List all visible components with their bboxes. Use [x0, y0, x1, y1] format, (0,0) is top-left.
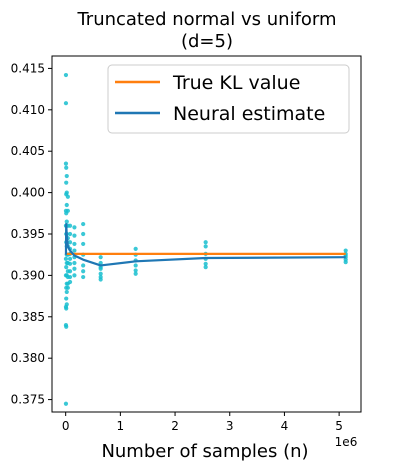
- scatter-point: [63, 401, 69, 406]
- scatter-point: [63, 256, 69, 261]
- scatter-point: [64, 180, 69, 185]
- scatter-point: [72, 260, 77, 266]
- scatter-point: [67, 231, 73, 237]
- scatter-point: [63, 101, 69, 106]
- scatter-point: [72, 266, 77, 271]
- scatter-point: [81, 274, 86, 280]
- scatter-point: [81, 221, 86, 227]
- y-tick-label: 0.415: [11, 61, 45, 75]
- x-tick-label: 2: [171, 419, 179, 433]
- y-tick-label: 0.375: [11, 393, 45, 407]
- y-axis-ticks: 0.375 0.380 0.385 0.390 0.395 0.400 0.405 0.410…: [11, 61, 52, 407]
- x-tick-label: 0: [62, 419, 70, 433]
- scatter-point: [203, 265, 208, 270]
- scatter-point: [64, 190, 69, 195]
- y-tick-label: 0.410: [11, 103, 45, 117]
- scatter-point: [67, 274, 73, 280]
- chart-title-line2: (d=5): [181, 31, 233, 52]
- legend: True KL value Neural estimate: [107, 64, 350, 134]
- scatter-point: [81, 263, 86, 268]
- y-tick-label: 0.385: [11, 310, 45, 324]
- x-axis-ticks: 0 1 2 3 4 5: [62, 412, 343, 433]
- scatter-point: [64, 324, 69, 329]
- scatter-point: [65, 208, 70, 213]
- y-tick-label: 0.405: [11, 144, 45, 158]
- legend-label-neural: Neural estimate: [173, 103, 325, 125]
- scatter-point: [64, 302, 69, 307]
- scatter-point: [67, 256, 73, 261]
- scatter-point: [203, 261, 208, 266]
- chart-title-line1: Truncated normal vs uniform: [76, 9, 336, 30]
- scatter-point: [64, 306, 69, 311]
- scatter-point: [203, 244, 208, 249]
- scatter-point: [343, 248, 348, 253]
- scatter-point: [72, 225, 77, 230]
- y-tick-label: 0.400: [11, 186, 45, 200]
- scatter-point: [67, 269, 73, 274]
- scatter-point: [98, 255, 103, 260]
- scatter-point: [64, 296, 69, 301]
- x-tick-label: 1: [117, 419, 125, 433]
- scatter-point: [133, 271, 138, 276]
- scatter-point: [81, 241, 86, 247]
- scatter-point: [67, 240, 73, 245]
- scatter-point: [72, 273, 77, 278]
- scatter-point: [65, 285, 70, 290]
- scatter-point: [133, 246, 138, 252]
- scatter-point: [67, 223, 73, 228]
- x-tick-label: 5: [335, 419, 343, 433]
- y-tick-label: 0.380: [11, 351, 45, 365]
- series-lines: [64, 222, 346, 267]
- x-axis-scale-label: 1e6: [335, 435, 358, 449]
- scatter-point: [98, 271, 103, 276]
- x-axis-label: Number of samples (n): [101, 441, 308, 462]
- scatter-point: [203, 240, 208, 245]
- y-tick-label: 0.395: [11, 227, 45, 241]
- y-tick-label: 0.390: [11, 268, 45, 282]
- scatter-point: [67, 279, 73, 285]
- scatter-point: [81, 231, 86, 237]
- scatter-point: [133, 268, 138, 273]
- scatter-point: [63, 72, 69, 78]
- scatter-point: [343, 260, 348, 265]
- x-tick-label: 3: [226, 419, 234, 433]
- scatter-point: [72, 241, 77, 247]
- scatter-point: [63, 161, 69, 166]
- scatter-point: [64, 173, 69, 179]
- scatter-point: [81, 269, 86, 274]
- series-line-neural: [64, 222, 346, 267]
- scatter-point: [64, 265, 69, 270]
- scatter-point: [98, 277, 103, 282]
- scatter-point: [65, 194, 70, 199]
- scatter-point: [64, 219, 69, 224]
- scatter-point: [67, 261, 73, 266]
- scatter-point: [72, 233, 77, 238]
- legend-label-true-kl: True KL value: [172, 72, 300, 94]
- scatter-point: [133, 263, 138, 268]
- scatter-point: [64, 289, 69, 295]
- scatter-point: [72, 248, 77, 253]
- x-tick-label: 4: [281, 419, 289, 433]
- legend-box: [107, 64, 350, 134]
- scatter-point: [64, 202, 69, 208]
- scatter-point: [64, 165, 69, 170]
